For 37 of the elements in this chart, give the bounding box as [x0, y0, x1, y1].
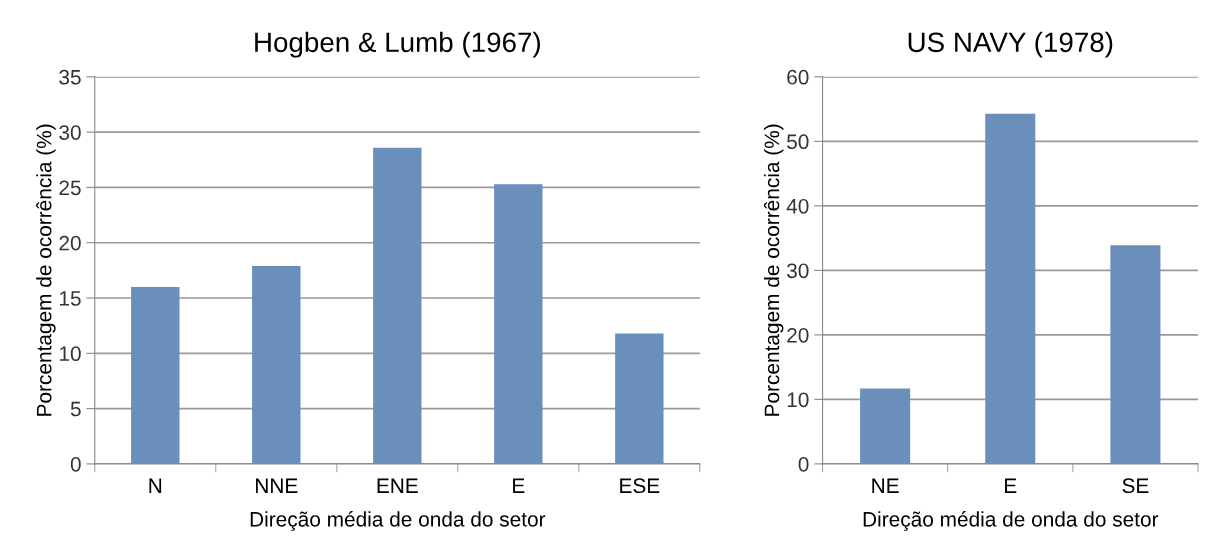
- y-tick-label: 20: [787, 327, 809, 343]
- bar: [985, 113, 1036, 464]
- x-tick-label: NE: [872, 478, 899, 493]
- bar: [860, 388, 911, 464]
- y-tick-label: 15: [59, 291, 81, 306]
- chart-title: US NAVY (1978): [908, 31, 1113, 58]
- y-tick-label: 10: [787, 392, 809, 408]
- y-tick-label: 30: [59, 125, 81, 140]
- bar: [1110, 245, 1161, 464]
- y-tick-label: 0: [798, 456, 809, 472]
- y-tick-label: 5: [70, 401, 81, 417]
- y-axis-title: Porcentagem de ocorrência (%): [763, 124, 784, 416]
- y-axis-title: Porcentagem de ocorrência (%): [36, 124, 56, 416]
- x-tick-label: SE: [1122, 478, 1149, 494]
- x-tick-label: E: [513, 478, 525, 493]
- y-tick-label: 20: [59, 235, 81, 251]
- bar: [373, 147, 422, 464]
- bar: [494, 184, 543, 464]
- x-axis-title: Direção média de onda do setor: [863, 511, 1159, 531]
- bar: [131, 286, 180, 464]
- chart-title: Hogben & Lumb (1967): [255, 31, 540, 58]
- y-tick-label: 35: [59, 69, 81, 85]
- y-tick-label: 0: [70, 456, 81, 472]
- y-tick-label: 10: [59, 346, 81, 362]
- x-tick-label: E: [1005, 478, 1017, 493]
- y-tick-label: 50: [787, 134, 809, 150]
- y-tick-label: 30: [786, 263, 809, 279]
- x-tick-label: N: [149, 478, 162, 493]
- x-tick-label: ESE: [620, 478, 660, 494]
- bar: [615, 333, 664, 464]
- x-axis-title: Direção média de onda do setor: [250, 511, 546, 531]
- y-tick-label: 40: [786, 198, 809, 214]
- x-tick-label: NNE: [256, 478, 298, 493]
- x-tick-label: ENE: [377, 478, 418, 493]
- y-tick-label: 60: [787, 69, 809, 85]
- y-tick-label: 25: [59, 180, 81, 196]
- bar: [252, 265, 301, 464]
